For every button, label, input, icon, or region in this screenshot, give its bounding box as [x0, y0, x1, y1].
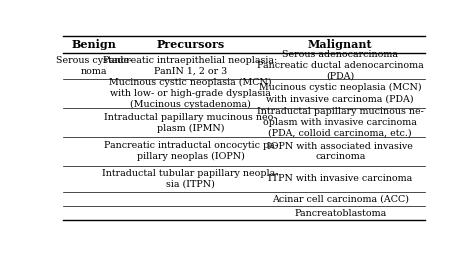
Text: Acinar cell carcinoma (ACC): Acinar cell carcinoma (ACC)	[272, 195, 409, 204]
Text: Malignant: Malignant	[308, 39, 373, 50]
Text: Pancreatic intraductal oncocytic pa-
pillary neoplas (IOPN): Pancreatic intraductal oncocytic pa- pil…	[104, 141, 278, 161]
Text: Precursors: Precursors	[156, 39, 225, 50]
Text: Mucinous cystic neoplasia (MCN)
with invasive carcinoma (PDA): Mucinous cystic neoplasia (MCN) with inv…	[259, 83, 421, 103]
Text: IOPN with associated invasive
carcinoma: IOPN with associated invasive carcinoma	[267, 141, 413, 161]
Text: Pancreatic intraepithelial neoplasia:
PanIN 1, 2 or 3: Pancreatic intraepithelial neoplasia: Pa…	[103, 56, 278, 75]
Text: Benign: Benign	[72, 39, 117, 50]
Text: Intraductal papillary mucinous neo-
plasm (IPMN): Intraductal papillary mucinous neo- plas…	[104, 113, 277, 133]
Text: Mucinous cystic neoplasia (MCN)
with low- or high-grade dysplasia
(Mucinous cyst: Mucinous cystic neoplasia (MCN) with low…	[109, 78, 272, 109]
Text: Pancreatoblastoma: Pancreatoblastoma	[294, 209, 386, 218]
Text: Serous cystade-
noma: Serous cystade- noma	[56, 56, 132, 75]
Text: Intraductal papillary mucinous ne-
oplasm with invasive carcinoma
(PDA, colloid : Intraductal papillary mucinous ne- oplas…	[257, 107, 424, 138]
Text: ITPN with invasive carcinoma: ITPN with invasive carcinoma	[268, 174, 412, 183]
Text: Intraductal tubular papillary neopla-
sia (ITPN): Intraductal tubular papillary neopla- si…	[102, 169, 279, 189]
Text: Serous adenocarcinoma
Pancreatic ductal adenocarcinoma
(PDA): Serous adenocarcinoma Pancreatic ductal …	[257, 50, 424, 81]
